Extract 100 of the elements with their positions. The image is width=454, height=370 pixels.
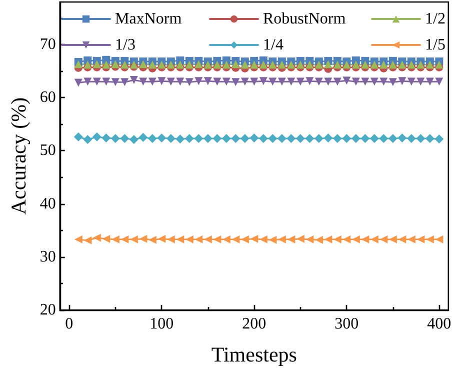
point — [102, 78, 110, 86]
point — [306, 235, 314, 244]
point — [268, 236, 277, 244]
point — [158, 234, 166, 243]
point — [176, 60, 184, 69]
legend-label: RobustNorm — [263, 10, 346, 28]
point — [148, 236, 156, 244]
point — [222, 78, 230, 86]
point — [185, 60, 194, 69]
point — [250, 133, 259, 142]
point — [314, 236, 323, 244]
x-tick-label: 100 — [150, 316, 174, 332]
point — [148, 78, 156, 86]
point — [111, 78, 120, 86]
point — [278, 78, 286, 86]
point — [398, 60, 406, 69]
point — [380, 60, 388, 69]
y-axis-title: Accuracy (%) — [6, 97, 30, 215]
point — [222, 134, 231, 143]
point — [130, 235, 138, 244]
point — [74, 235, 82, 244]
point — [287, 60, 296, 69]
legend-label: 1/3 — [115, 36, 136, 54]
point — [435, 235, 444, 244]
point — [306, 60, 314, 69]
legend-label: 1/5 — [425, 36, 446, 54]
point — [406, 134, 416, 143]
point — [84, 60, 92, 69]
point — [194, 235, 203, 244]
point — [388, 60, 397, 69]
point — [120, 60, 129, 69]
point — [332, 134, 342, 143]
point — [129, 135, 138, 144]
point — [370, 78, 378, 86]
point — [305, 134, 314, 143]
point — [388, 235, 397, 244]
point — [84, 236, 92, 244]
point — [370, 60, 378, 69]
point — [250, 78, 258, 86]
point — [426, 60, 434, 69]
y-tick-label: 50 — [40, 142, 56, 160]
point — [213, 235, 222, 244]
x-tick-label: 200 — [242, 316, 266, 332]
point — [158, 60, 166, 69]
point — [259, 77, 268, 86]
point — [324, 78, 332, 86]
point — [92, 234, 101, 242]
point — [148, 134, 157, 143]
point — [370, 134, 379, 143]
point — [176, 78, 184, 86]
point — [342, 235, 351, 244]
point — [83, 135, 92, 144]
point — [324, 235, 332, 244]
point — [258, 134, 268, 143]
point — [380, 235, 388, 244]
point — [92, 132, 102, 142]
point — [398, 235, 406, 244]
point — [110, 134, 120, 143]
x-tick-label: 300 — [334, 316, 359, 332]
point — [259, 235, 268, 244]
point — [361, 60, 370, 69]
point — [212, 134, 222, 143]
point — [314, 134, 324, 143]
point — [324, 133, 333, 142]
point — [204, 60, 212, 69]
point — [102, 234, 110, 243]
point — [398, 133, 407, 142]
point — [268, 60, 277, 69]
y-tick-label: 60 — [40, 89, 56, 106]
point — [324, 60, 332, 68]
point — [111, 60, 120, 68]
point — [166, 134, 176, 143]
point — [380, 78, 388, 86]
point — [286, 134, 296, 143]
point — [250, 234, 258, 243]
point — [194, 134, 204, 143]
point — [92, 60, 101, 68]
point — [268, 78, 277, 86]
point — [416, 78, 425, 86]
y-tick-label: 20 — [40, 302, 56, 318]
point — [176, 235, 184, 244]
point — [296, 60, 304, 69]
point — [74, 60, 82, 68]
point — [213, 78, 222, 86]
point — [184, 134, 194, 143]
point — [158, 77, 166, 86]
x-axis-title: Timesteps — [211, 342, 297, 366]
point — [426, 78, 434, 86]
point — [92, 78, 101, 86]
point — [74, 78, 82, 87]
point — [232, 78, 240, 86]
point — [204, 235, 212, 244]
legend-label: 1/2 — [425, 10, 446, 28]
point — [351, 134, 360, 143]
point — [361, 235, 370, 244]
point — [426, 235, 434, 244]
point — [185, 78, 194, 86]
point — [130, 76, 138, 84]
point — [352, 78, 360, 86]
point — [213, 60, 222, 69]
